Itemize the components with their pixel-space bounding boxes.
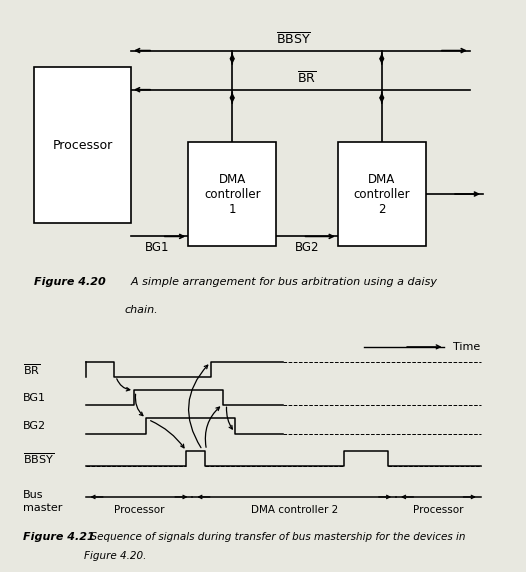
Text: Figure 4.20.: Figure 4.20.: [84, 551, 146, 561]
Text: DMA
controller
2: DMA controller 2: [353, 173, 410, 216]
Bar: [338, 142, 426, 246]
Text: master: master: [23, 503, 63, 513]
Text: DMA
controller
1: DMA controller 1: [204, 173, 260, 216]
Text: A simple arrangement for bus arbitration using a daisy: A simple arrangement for bus arbitration…: [125, 277, 438, 287]
Text: Processor: Processor: [114, 505, 164, 515]
Text: Sequence of signals during transfer of bus mastership for the devices in: Sequence of signals during transfer of b…: [84, 532, 465, 542]
Text: Processor: Processor: [413, 505, 464, 515]
Text: Time: Time: [452, 342, 480, 352]
Bar: [34, 67, 131, 223]
Text: $\overline{\rm BR}$: $\overline{\rm BR}$: [297, 70, 317, 86]
Text: chain.: chain.: [125, 305, 158, 315]
Bar: [188, 142, 276, 246]
Text: Processor: Processor: [53, 138, 113, 152]
Text: $\overline{\rm BBSY}$: $\overline{\rm BBSY}$: [277, 31, 311, 47]
Text: Figure 4.21: Figure 4.21: [23, 532, 95, 542]
Text: Figure 4.20: Figure 4.20: [34, 277, 106, 287]
Text: $\overline{\rm BR}$: $\overline{\rm BR}$: [23, 363, 41, 377]
Text: BG1: BG1: [23, 393, 46, 403]
Text: BG1: BG1: [145, 241, 170, 255]
Text: DMA controller 2: DMA controller 2: [250, 505, 338, 515]
Text: Bus: Bus: [23, 490, 44, 499]
Text: $\overline{\rm BBSY}$: $\overline{\rm BBSY}$: [23, 451, 54, 466]
Text: BG2: BG2: [23, 421, 46, 431]
Text: BG2: BG2: [295, 241, 319, 255]
